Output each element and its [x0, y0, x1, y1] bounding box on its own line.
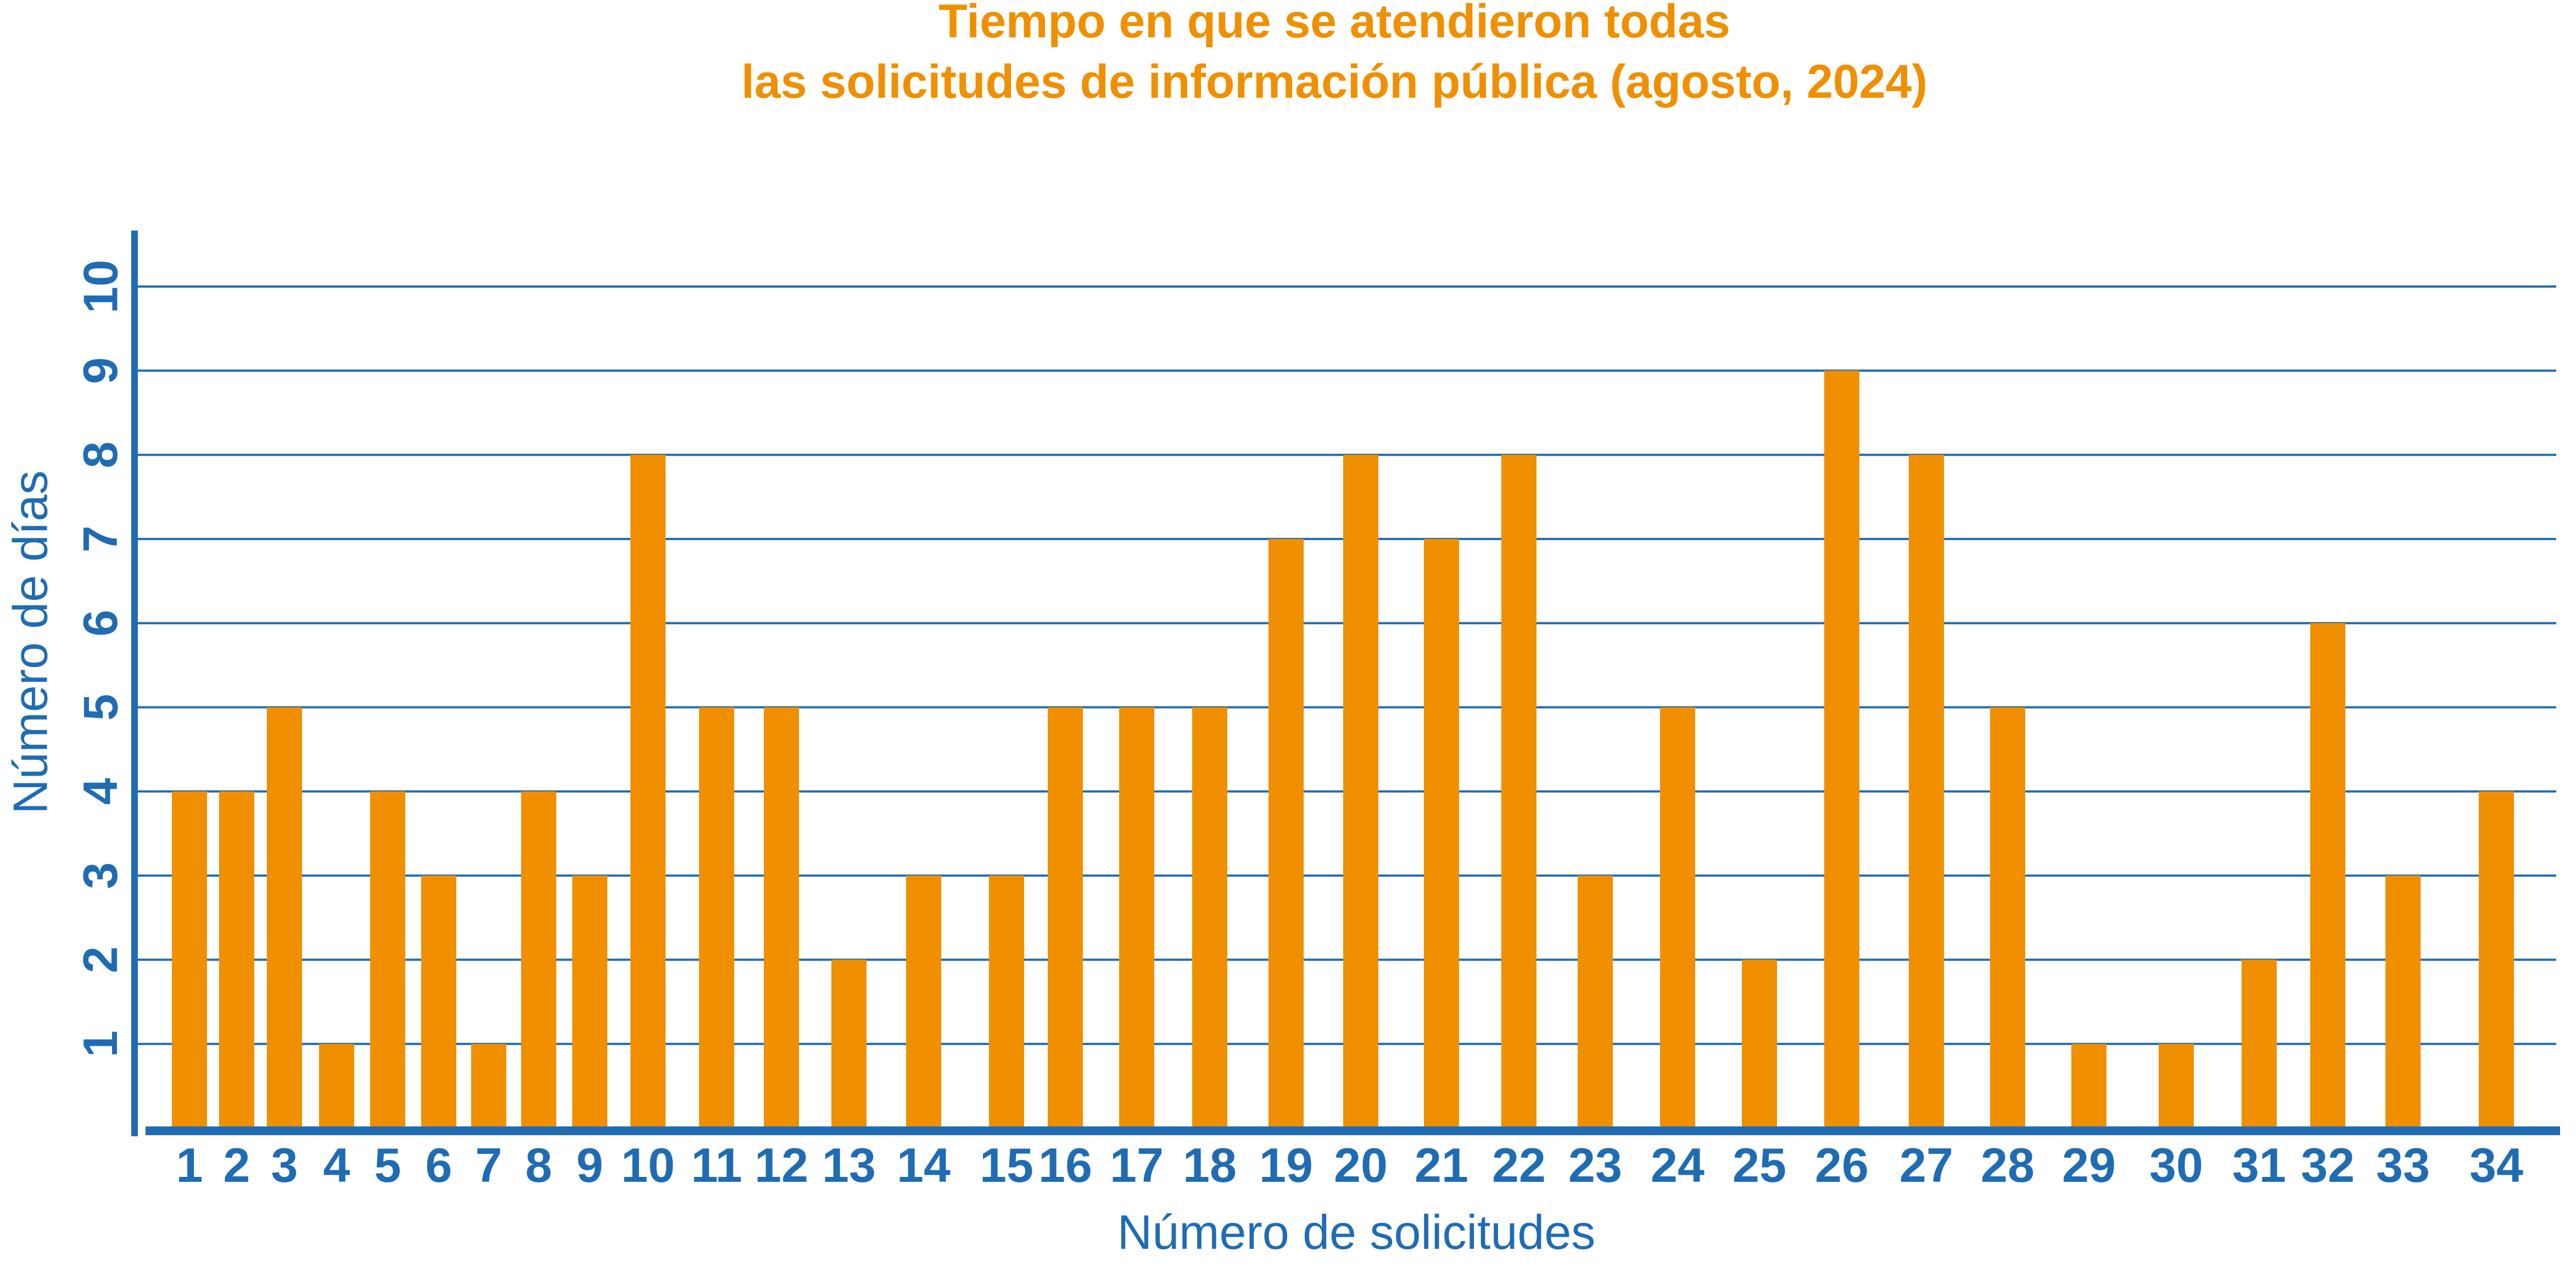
bar [2159, 1044, 2194, 1128]
bar [699, 707, 734, 1128]
bar [764, 707, 799, 1128]
x-tick-label: 6 [426, 1138, 452, 1192]
x-tick-label: 25 [1733, 1138, 1786, 1192]
bar [1660, 707, 1695, 1128]
bar [2385, 876, 2421, 1128]
bar [267, 707, 302, 1128]
x-axis-label: Número de solicitudes [1117, 1205, 1596, 1259]
x-tick-label: 30 [2149, 1138, 2203, 1192]
x-tick-label: 12 [755, 1138, 808, 1192]
bar [1990, 707, 2025, 1128]
x-tick-labels: 1 2 3 4 5 6 7 8 9 10 11 12 13 14 15 16 17 18 19 20 21 22 23 24 2… [176, 1138, 2523, 1192]
bar [906, 876, 941, 1128]
bar [1424, 538, 1459, 1128]
chart-title: Tiempo en que se atendieron todas las sol… [741, 0, 1927, 108]
x-tick-label: 7 [476, 1138, 502, 1192]
x-tick-label: 31 [2232, 1138, 2286, 1192]
x-tick-label: 23 [1568, 1138, 1622, 1192]
bar [1119, 707, 1154, 1128]
bar [319, 1044, 354, 1128]
bar [471, 1044, 506, 1128]
x-tick-label: 32 [2301, 1138, 2355, 1192]
bar [1824, 371, 1859, 1128]
x-tick-label: 20 [1334, 1138, 1388, 1192]
chart-title-line: Tiempo en que se atendieron todas [938, 0, 1730, 48]
x-tick-label: 22 [1492, 1138, 1546, 1192]
x-tick-label: 18 [1183, 1138, 1237, 1192]
x-tick-label: 2 [223, 1138, 250, 1192]
x-tick-label: 11 [691, 1138, 742, 1192]
bar [1909, 455, 1944, 1128]
bar [2071, 1044, 2106, 1128]
bar [1501, 455, 1536, 1128]
bar [2242, 960, 2277, 1128]
x-tick-label: 4 [323, 1138, 350, 1192]
bar [1742, 960, 1777, 1128]
bar [172, 791, 207, 1128]
x-tick-label: 14 [897, 1138, 951, 1192]
x-tick-label: 1 [176, 1138, 203, 1192]
x-tick-label: 17 [1110, 1138, 1164, 1192]
x-tick-label: 16 [1038, 1138, 1092, 1192]
x-tick-label: 5 [375, 1138, 401, 1192]
bar [1192, 707, 1227, 1128]
x-tick-label: 19 [1259, 1138, 1313, 1192]
bars [172, 371, 2514, 1128]
y-tick-label: 6 [73, 610, 127, 637]
bar [521, 791, 556, 1128]
bar [831, 960, 867, 1128]
x-tick-label: 10 [621, 1138, 675, 1192]
bar [370, 791, 405, 1128]
x-tick-label: 8 [526, 1138, 552, 1192]
x-tick-label: 34 [2469, 1138, 2523, 1192]
bar [219, 791, 254, 1128]
x-tick-label: 28 [1981, 1138, 2035, 1192]
bar [1578, 876, 1613, 1128]
y-tick-label: 7 [73, 525, 127, 552]
x-tick-label: 9 [577, 1138, 604, 1192]
x-tick-label: 24 [1651, 1138, 1705, 1192]
x-tick-label: 26 [1815, 1138, 1869, 1192]
y-tick-label: 1 [73, 1030, 127, 1057]
y-axis-label: Número de días [3, 470, 57, 814]
bar [1269, 538, 1304, 1128]
y-tick-label: 5 [73, 694, 127, 721]
x-tick-label: 15 [980, 1138, 1033, 1192]
x-tick-label: 21 [1415, 1138, 1468, 1192]
x-tick-label: 13 [822, 1138, 876, 1192]
x-tick-label: 3 [271, 1138, 298, 1192]
bar [989, 876, 1024, 1128]
x-tick-label: 29 [2062, 1138, 2116, 1192]
x-tick-label: 27 [1899, 1138, 1953, 1192]
y-tick-label: 3 [73, 862, 127, 889]
bar [630, 455, 666, 1128]
bar [1048, 707, 1083, 1128]
bar [572, 876, 607, 1128]
bar [2310, 623, 2345, 1128]
y-tick-label: 4 [73, 778, 127, 805]
axes [131, 231, 2560, 1136]
y-tick-label: 2 [73, 946, 127, 973]
bar [2479, 791, 2514, 1128]
chart-title-line: las solicitudes de información pública (… [741, 55, 1927, 108]
bar [421, 876, 456, 1128]
y-tick-label: 8 [73, 441, 127, 468]
y-tick-labels: 1 2 3 4 5 6 7 8 9 10 [73, 260, 127, 1057]
bar [1343, 455, 1378, 1128]
y-tick-label: 10 [73, 260, 127, 313]
x-tick-label: 33 [2376, 1138, 2430, 1192]
y-tick-label: 9 [73, 357, 127, 384]
